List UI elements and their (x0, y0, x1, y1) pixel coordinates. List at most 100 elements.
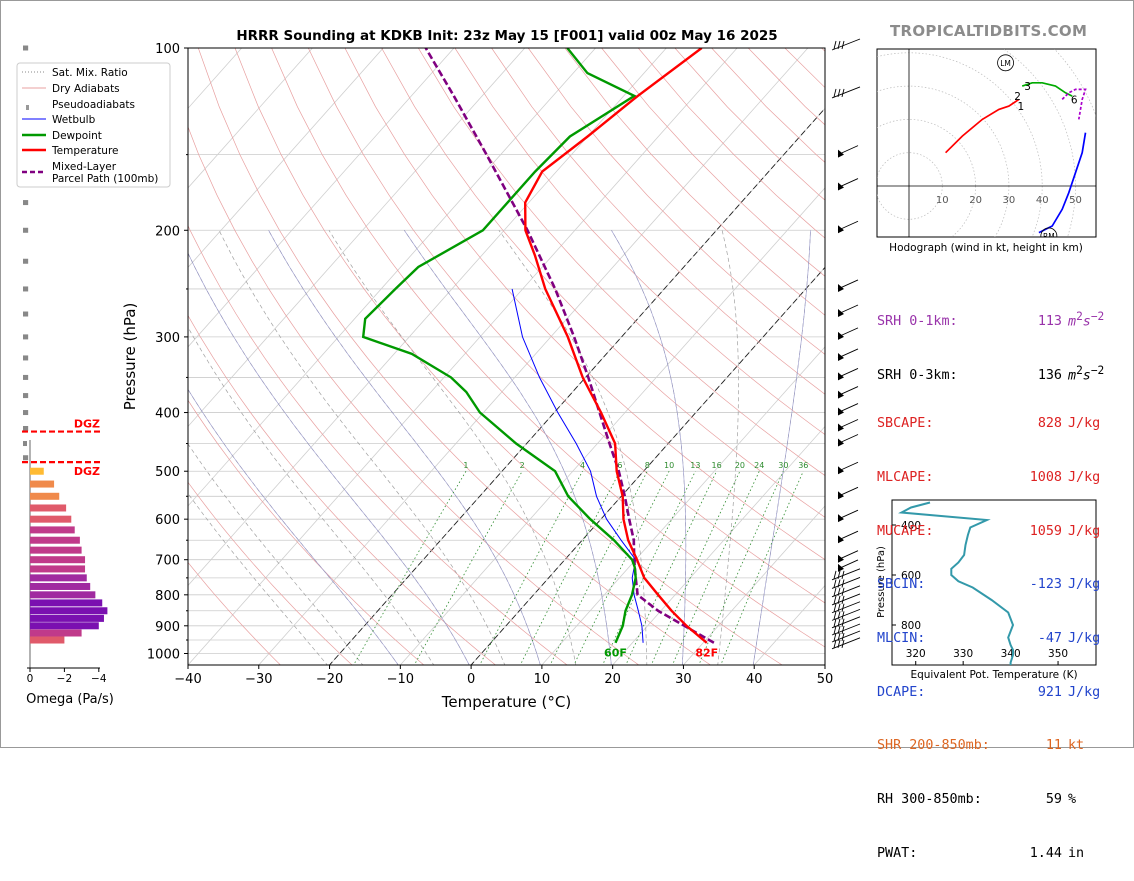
index-label: SBCIN: (877, 576, 996, 594)
legend-swatch (26, 105, 29, 110)
omega-x-tick-label: 0 (27, 673, 34, 685)
y-tick-label: 400 (155, 407, 180, 422)
wind-barb-staff-icon (832, 87, 860, 98)
mixing-ratio-label: 20 (735, 461, 745, 470)
pseudoadiabat-line (753, 230, 811, 666)
y-tick-label: 600 (155, 513, 180, 528)
wind-barb-feather-icon (838, 41, 840, 49)
mixing-ratio-label: 24 (754, 461, 764, 470)
omega-bar (23, 455, 28, 460)
index-unit: m2s−2 (1068, 362, 1104, 385)
hodograph-ring-label: 20 (969, 195, 982, 206)
mixing-ratio-label: 16 (712, 461, 722, 470)
wind-barb-feather-icon (838, 579, 840, 587)
wind-barb-feather-icon (838, 604, 840, 612)
index-value: -47 (996, 630, 1062, 648)
omega-bar (23, 312, 28, 317)
wind-barb-staff-icon (838, 349, 858, 358)
x-tick-label: −10 (387, 672, 414, 687)
wind-barb-feather-icon (838, 588, 840, 596)
index-unit: J/kg (1068, 523, 1100, 541)
index-label: DCAPE: (877, 684, 996, 702)
x-axis-label: Temperature (°C) (441, 693, 571, 711)
index-label: MLCIN: (877, 630, 996, 648)
omega-bar (30, 583, 90, 590)
omega-bar (23, 334, 28, 339)
index-value: 59 (996, 791, 1062, 809)
mixing-ratio-label: 10 (664, 461, 674, 470)
wind-barb-staff-icon (838, 487, 858, 496)
wind-barb-feather-icon (838, 611, 840, 619)
omega-x-tick-label: −2 (57, 673, 72, 685)
index-label: PWAT: (877, 845, 996, 863)
index-label: SHR 200-850mb: (877, 737, 996, 755)
wind-barb-feather-icon (834, 588, 836, 596)
surface-temperature-label: 82F (695, 647, 718, 660)
omega-bar (30, 493, 59, 500)
wetbulb-reference-line (269, 230, 541, 666)
wind-barb-staff-icon (838, 368, 858, 377)
omega-bar (30, 574, 87, 581)
wind-barb-staff-icon (838, 551, 858, 560)
x-tick-label: 30 (675, 672, 692, 687)
pseudoadiabat-line (718, 230, 739, 666)
wind-barb-staff-icon (832, 638, 860, 649)
omega-bar (23, 426, 28, 431)
x-tick-label: 20 (604, 672, 621, 687)
wind-barb-feather-icon (834, 596, 836, 604)
mixing-ratio-label: 30 (778, 461, 788, 470)
hodograph-ring-label: 30 (1003, 195, 1016, 206)
omega-bar (23, 286, 28, 291)
omega-bar (30, 556, 85, 563)
wind-barb-staff-icon (832, 569, 860, 580)
wind-barb-feather-icon (834, 41, 836, 49)
omega-bar (30, 615, 104, 622)
pseudoadiabat-line (269, 230, 541, 666)
mixing-ratio-line (353, 471, 466, 666)
mixing-ratio-label: 36 (798, 461, 808, 470)
wetbulb-reference-line (753, 230, 811, 666)
index-label: SRH 0-1km: (877, 313, 996, 331)
y-tick-label: 200 (155, 224, 180, 239)
index-label: RH 300-850mb: (877, 791, 996, 809)
wind-barb-staff-icon (838, 328, 858, 337)
wind-barb-feather-icon (834, 89, 836, 97)
legend-label: Parcel Path (100mb) (52, 173, 158, 185)
omega-bar (30, 516, 71, 523)
hodograph-height-label: 2 (1014, 91, 1021, 103)
x-tick-label: −20 (316, 672, 343, 687)
omega-bar (23, 355, 28, 360)
omega-bar (30, 607, 107, 614)
omega-bar (23, 410, 28, 415)
y-tick-label: 900 (155, 620, 180, 635)
dgz-label: DGZ (74, 418, 100, 431)
mixing-ratio-label: 2 (520, 461, 525, 470)
omega-bar (30, 565, 85, 572)
index-value: 1.44 (996, 845, 1062, 863)
index-label: SBCAPE: (877, 415, 996, 433)
right-mover-label: RM (1043, 232, 1055, 241)
surface-dewpoint-label: 60F (604, 647, 627, 660)
legend-label: Pseudoadiabats (52, 99, 135, 111)
brand-watermark: TROPICALTIDBITS.COM (890, 22, 1087, 40)
index-unit: J/kg (1068, 415, 1100, 433)
mixing-ratio-line (720, 471, 803, 666)
mixing-ratio-line (651, 471, 740, 666)
x-tick-label: 40 (746, 672, 763, 687)
wind-barb-staff-icon (838, 419, 858, 428)
y-tick-label: 700 (155, 554, 180, 569)
left-mover-label: LM (1000, 59, 1011, 68)
omega-bar (23, 375, 28, 380)
x-tick-label: −40 (174, 672, 201, 687)
wind-barb-staff-icon (832, 39, 860, 50)
pseudoadiabat-line (404, 230, 611, 666)
wind-barb-staff-icon (838, 435, 858, 444)
omega-bar (30, 547, 82, 554)
pseudoadiabat-line (219, 230, 505, 666)
